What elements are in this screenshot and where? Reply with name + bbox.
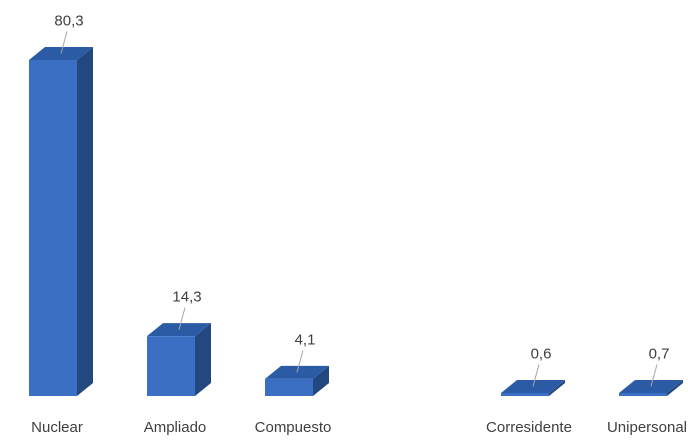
bar bbox=[501, 393, 549, 396]
bar bbox=[265, 378, 313, 396]
data-label: 0,6 bbox=[531, 346, 552, 363]
data-label: 14,3 bbox=[172, 289, 201, 306]
category-label: Compuesto bbox=[255, 419, 332, 436]
data-label-leader bbox=[178, 307, 186, 330]
bar bbox=[29, 60, 77, 396]
category-label: Corresidente bbox=[486, 419, 572, 436]
bar-side bbox=[77, 47, 93, 396]
data-label-leader bbox=[296, 350, 304, 373]
data-label-leader bbox=[60, 31, 68, 54]
bar-side bbox=[549, 380, 565, 396]
data-label: 80,3 bbox=[54, 13, 83, 30]
category-label: Ampliado bbox=[144, 419, 207, 436]
data-label: 0,7 bbox=[649, 346, 670, 363]
data-label-leader bbox=[650, 364, 658, 387]
bar bbox=[619, 393, 667, 396]
data-label: 4,1 bbox=[295, 331, 316, 348]
bar-side bbox=[195, 323, 211, 396]
bar-side bbox=[313, 365, 329, 396]
data-label-leader bbox=[532, 364, 540, 387]
category-label: Nuclear bbox=[31, 419, 83, 436]
bar-side bbox=[667, 380, 683, 396]
category-label: Unipersonal bbox=[607, 419, 687, 436]
bar bbox=[147, 336, 195, 396]
